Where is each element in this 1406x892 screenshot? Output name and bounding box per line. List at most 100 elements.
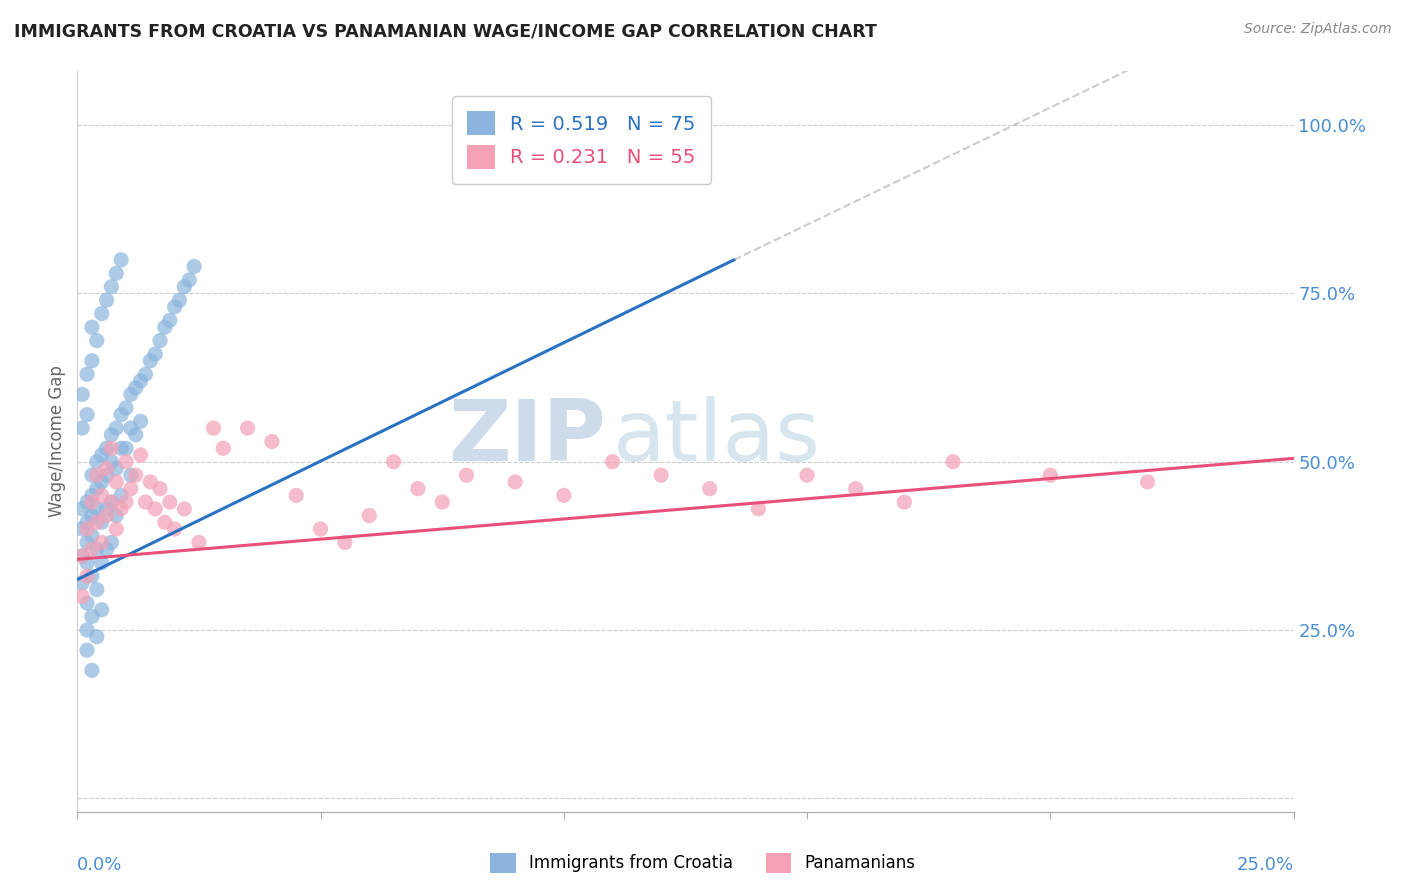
Point [153, 320, 176, 334]
Point [76, 556, 98, 570]
Point [309, 522, 332, 536]
Point [76, 516, 98, 530]
Point [86, 334, 108, 348]
Point [1039, 468, 1062, 483]
Point [96, 508, 118, 523]
Text: 25.0%: 25.0% [1236, 856, 1294, 874]
Point [163, 300, 186, 314]
Point [96, 461, 118, 475]
Point [100, 279, 122, 293]
Point [110, 252, 132, 267]
Point [120, 387, 142, 401]
Y-axis label: Wage/Income Gap: Wage/Income Gap [48, 366, 66, 517]
Point [80, 495, 103, 509]
Point [115, 495, 138, 509]
Point [105, 461, 128, 475]
Point [86, 468, 108, 483]
Point [173, 279, 195, 293]
Point [125, 427, 148, 442]
Point [100, 455, 122, 469]
Point [359, 508, 381, 523]
Point [86, 455, 108, 469]
Point [76, 495, 98, 509]
Point [159, 495, 181, 509]
Point [96, 442, 118, 456]
Point [105, 421, 128, 435]
Point [503, 475, 526, 489]
Point [406, 482, 429, 496]
Text: atlas: atlas [613, 396, 821, 479]
Point [70, 575, 93, 590]
Point [202, 421, 225, 435]
Point [139, 475, 162, 489]
Legend: Immigrants from Croatia, Panamanians: Immigrants from Croatia, Panamanians [484, 847, 922, 880]
Point [105, 522, 128, 536]
Point [76, 368, 98, 382]
Point [183, 260, 205, 274]
Legend: R = 0.519   N = 75, R = 0.231   N = 55: R = 0.519 N = 75, R = 0.231 N = 55 [451, 95, 711, 184]
Point [188, 535, 211, 549]
Point [96, 293, 118, 308]
Point [96, 501, 118, 516]
Point [70, 522, 93, 536]
Point [86, 630, 108, 644]
Point [100, 495, 122, 509]
Point [105, 508, 128, 523]
Point [129, 374, 152, 388]
Point [90, 307, 112, 321]
Point [173, 501, 195, 516]
Point [80, 468, 103, 483]
Point [602, 455, 624, 469]
Point [80, 320, 103, 334]
Point [125, 468, 148, 483]
Text: ZIP: ZIP [449, 396, 606, 479]
Point [456, 468, 478, 483]
Point [80, 664, 103, 678]
Point [86, 542, 108, 557]
Point [70, 590, 93, 604]
Point [80, 542, 103, 557]
Point [96, 468, 118, 483]
Point [90, 556, 112, 570]
Point [80, 609, 103, 624]
Point [100, 535, 122, 549]
Text: IMMIGRANTS FROM CROATIA VS PANAMANIAN WAGE/INCOME GAP CORRELATION CHART: IMMIGRANTS FROM CROATIA VS PANAMANIAN WA… [14, 22, 877, 40]
Point [86, 582, 108, 597]
Point [76, 569, 98, 583]
Point [796, 468, 818, 483]
Text: Source: ZipAtlas.com: Source: ZipAtlas.com [1244, 22, 1392, 37]
Point [143, 501, 166, 516]
Point [129, 414, 152, 428]
Point [110, 442, 132, 456]
Point [76, 535, 98, 549]
Point [120, 482, 142, 496]
Point [115, 401, 138, 415]
Point [100, 442, 122, 456]
Point [90, 535, 112, 549]
Point [70, 549, 93, 563]
Point [120, 468, 142, 483]
Point [105, 266, 128, 280]
Point [163, 522, 186, 536]
Point [159, 313, 181, 327]
Point [120, 421, 142, 435]
Point [134, 495, 156, 509]
Point [70, 501, 93, 516]
Point [260, 434, 283, 449]
Point [845, 482, 868, 496]
Point [134, 368, 156, 382]
Point [893, 495, 915, 509]
Point [90, 475, 112, 489]
Point [90, 603, 112, 617]
Point [236, 421, 259, 435]
Point [212, 442, 235, 456]
Point [70, 421, 93, 435]
Point [179, 273, 201, 287]
Point [747, 501, 769, 516]
Point [105, 475, 128, 489]
Point [96, 542, 118, 557]
Point [110, 501, 132, 516]
Point [76, 623, 98, 637]
Point [70, 387, 93, 401]
Point [333, 535, 356, 549]
